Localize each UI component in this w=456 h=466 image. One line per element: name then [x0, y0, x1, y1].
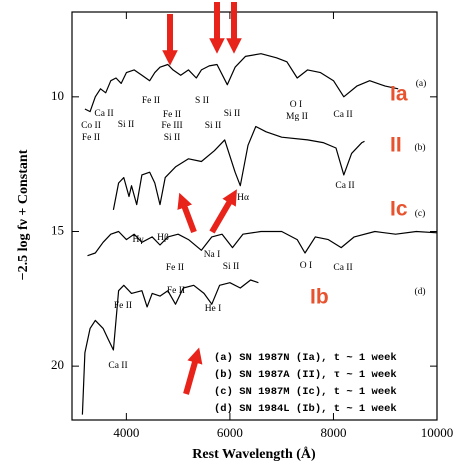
line-annotation: Hγ [132, 235, 143, 245]
line-annotation: Co II [81, 121, 101, 131]
legend-entry: (c) SN 1987M (Ic), t ~ 1 week [214, 386, 397, 398]
arrow [209, 189, 237, 234]
y-tick-label: 20 [51, 357, 64, 372]
legend-entry: (a) SN 1987N (Ia), t ~ 1 week [214, 352, 397, 364]
legend-entry: (b) SN 1987A (II), τ ~ 1 week [214, 369, 397, 381]
line-annotation: Fe II [163, 110, 181, 120]
plot-frame [71, 11, 438, 421]
x-tick-label: 8000 [320, 425, 346, 440]
type-label: Ia [390, 83, 408, 106]
red-arrows [162, 2, 242, 395]
line-annotation: O I [300, 261, 312, 271]
line-annotation: Fe II [82, 133, 100, 143]
x-tick-label: 4000 [113, 425, 139, 440]
line-annotation: He I [205, 304, 222, 314]
x-axis-label: Rest Wavelength (Å) [192, 446, 316, 462]
line-annotation: Ca II [333, 263, 352, 273]
y-tick-label: 10 [51, 88, 64, 103]
line-annotation: Si II [224, 109, 241, 119]
line-annotation: Ca II [94, 109, 113, 119]
line-annotation: Hα [237, 193, 249, 203]
spectrum-line [87, 230, 438, 257]
line-annotation: Si II [164, 133, 181, 143]
line-annotation: O I [290, 100, 302, 110]
line-annotation: (b) [414, 142, 425, 153]
legend-entry: (d) SN 1984L (Ib), t ~ 1 week [214, 403, 397, 415]
line-annotation: Na I [204, 250, 221, 260]
line-annotation: Fe II [167, 286, 185, 296]
type-label: Ib [310, 286, 329, 309]
x-tick-label: 6000 [217, 425, 243, 440]
arrow [183, 347, 203, 395]
spectrum-line [84, 53, 399, 113]
line-annotation: Ca II [335, 181, 354, 191]
line-annotation: Ca II [108, 361, 127, 371]
line-annotation: Hβ [157, 233, 169, 243]
line-annotation: Mg II [286, 112, 308, 122]
line-annotation: Fe II [142, 96, 160, 106]
line-annotation: Fe III [161, 121, 182, 131]
y-axis-label: −2.5 log fν + Constant [16, 149, 31, 280]
line-annotation: (a) [416, 78, 427, 89]
line-annotation: Si II [223, 262, 240, 272]
x-tick-label: 10000 [421, 425, 454, 440]
type-label: Ic [390, 198, 408, 221]
line-annotation: Ca II [333, 110, 352, 120]
line-annotation: Si II [205, 121, 222, 131]
line-annotation: (c) [415, 208, 426, 219]
line-annotation: S II [195, 96, 209, 106]
line-annotation: Si II [118, 120, 135, 130]
y-tick-label: 15 [51, 222, 64, 237]
line-annotation: Fe II [166, 263, 184, 273]
spectrum-line [81, 279, 259, 415]
type-label: II [390, 134, 402, 157]
spectrum-line [112, 125, 365, 211]
line-annotation: Fe II [114, 301, 132, 311]
line-annotation: (d) [414, 286, 425, 297]
arrow [177, 192, 197, 234]
